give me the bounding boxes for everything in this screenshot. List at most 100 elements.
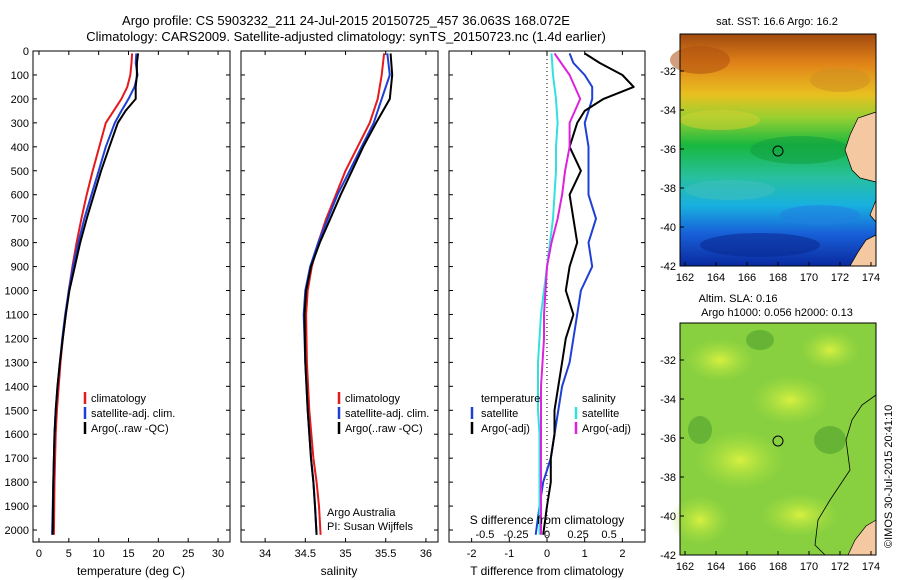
y-tick-label: 1800 [5,477,29,489]
legend-label-s-satellite: satellite [582,408,619,420]
map-x-tick-label: 168 [769,272,787,284]
s-diff-tick-label: -0.25 [503,529,528,541]
x-tick-label: 35 [339,548,351,560]
legend-label-s-argo: Argo(-adj) [582,423,631,435]
temperature-plot: 0100200300400500600700800900100011001200… [5,46,230,560]
s-diff-tick-label: -0.5 [475,529,494,541]
series-satellite [537,53,559,535]
legend-label-satellite: satellite-adj. clim. [91,408,175,420]
x-tick-label: 0 [544,548,550,560]
map-y-tick-label: -38 [660,183,676,195]
x-tick-label: 1 [582,548,588,560]
x-tick-label: 5 [66,548,72,560]
series-argo-raw-qc- [303,53,394,535]
y-tick-label: 2000 [5,525,29,537]
sla-map-title-2: Argo h1000: 0.056 h2000: 0.13 [701,307,853,319]
x-tick-label: 2 [619,548,625,560]
y-tick-label: 1600 [5,429,29,441]
y-tick-label: 1700 [5,453,29,465]
x-tick-label: 15 [122,548,134,560]
y-tick-label: 1900 [5,501,29,513]
map-x-tick-label: 166 [738,272,756,284]
s-difference-axis-label: S difference from climatology [470,513,625,527]
y-tick-label: 800 [11,238,29,250]
map-x-tick-label: 174 [862,272,880,284]
map-y-tick-label: -38 [660,472,676,484]
y-tick-label: 500 [11,166,29,178]
x-tick-label: 34 [259,548,271,560]
map-y-tick-label: -40 [660,511,676,523]
sla-map: Altim. SLA: 0.16 Argo h1000: 0.056 h2000… [660,293,880,573]
x-tick-label: 10 [93,548,105,560]
sst-map: sat. SST: 16.6 Argo: 16.2 162 164 166 168 17… [660,16,880,284]
salinity-plot: 34 34.5 35 35.5 36 [241,50,438,560]
t-difference-axis-label: T difference from climatology [470,564,624,578]
y-tick-label: 900 [11,262,29,274]
map-x-tick-label: 172 [831,272,849,284]
map-y-tick-label: -34 [660,394,676,406]
legend-heading-salinity: salinity [582,393,616,405]
legend-label-argo: Argo(..raw -QC) [91,423,169,435]
map-x-tick-label: 170 [800,561,818,573]
figure-title-line-1: Argo profile: CS 5903232_211 24-Jul-2015… [122,13,570,28]
argo-position-marker [772,435,784,447]
map-x-tick-label: 172 [831,561,849,573]
legend-label-t-satellite: satellite [481,408,518,420]
s-diff-tick-label: 0.5 [601,529,616,541]
series-argo-raw-qc- [51,53,140,535]
map-y-tick-label: -36 [660,433,676,445]
sla-texture [670,330,860,545]
map-x-tick-label: 170 [800,272,818,284]
series-climatology [52,53,134,535]
series-argo-adj- [542,52,635,535]
y-tick-label: 1300 [5,357,29,369]
y-tick-label: 400 [11,142,29,154]
x-tick-label: 30 [212,548,224,560]
sst-map-title: sat. SST: 16.6 Argo: 16.2 [716,16,838,28]
y-tick-label: 600 [11,190,29,202]
s-diff-tick-label: 0.25 [567,529,588,541]
x-tick-label: 0 [36,548,42,560]
map-y-tick-label: -42 [660,261,676,273]
salinity-legend: climatology satellite-adj. clim. Argo(..… [337,392,429,435]
y-tick-label: 200 [11,94,29,106]
map-x-tick-label: 162 [676,272,694,284]
salinity-axis-label: salinity [321,564,358,578]
x-tick-label: -2 [467,548,477,560]
temperature-axis-label: temperature (deg C) [77,564,185,578]
map-y-tick-label: -36 [660,144,676,156]
map-y-tick-label: -34 [660,105,676,117]
y-tick-label: 700 [11,214,29,226]
x-tick-label: 36 [420,548,432,560]
imos-timestamp: ©IMOS 30-Jul-2015 20:41:10 [883,405,895,548]
series-argo-adj- [540,52,582,535]
figure-title-line-2: Climatology: CARS2009. Satellite-adjuste… [86,29,606,44]
x-tick-label: -1 [504,548,514,560]
map-x-tick-label: 164 [707,561,725,573]
legend-label-t-argo: Argo(-adj) [481,423,530,435]
salinity-panel [240,50,439,543]
sst-map-ticks: 162 164 166 168 170 172 174 -32 -34 -36 -38 -40 -42 [660,66,880,284]
x-tick-label: 34.5 [295,548,316,560]
y-tick-label: 1500 [5,405,29,417]
legend-heading-temperature: temperature [481,393,540,405]
difference-legend-temperature: temperature satellite Argo(-adj) [470,393,540,435]
map-x-tick-label: 168 [769,561,787,573]
legend-label-argo: Argo(..raw -QC) [345,423,423,435]
sst-texture [670,46,870,257]
sla-map-title-1: Altim. SLA: 0.16 [699,293,778,305]
map-y-tick-label: -32 [660,66,676,78]
y-tick-label: 0 [23,46,29,58]
map-x-tick-label: 174 [862,561,880,573]
map-x-tick-label: 166 [738,561,756,573]
legend-label-climatology: climatology [345,393,401,405]
legend-label-satellite: satellite-adj. clim. [345,408,429,420]
difference-legend-salinity: salinity satellite Argo(-adj) [574,393,631,435]
annotation-pi: PI: Susan Wijffels [327,521,413,533]
argo-position-marker [772,145,784,157]
land-new-zealand-north [844,111,877,183]
map-y-tick-label: -40 [660,222,676,234]
map-y-tick-label: -42 [660,550,676,562]
